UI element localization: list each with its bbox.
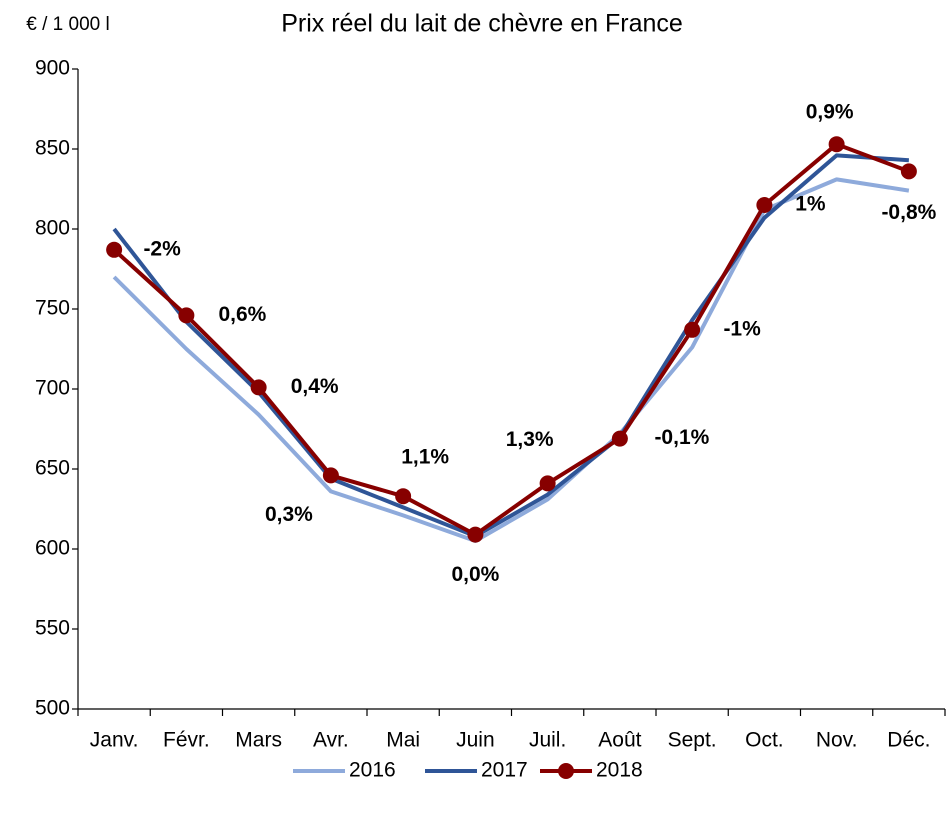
annotation: 0,0%: [451, 563, 499, 586]
point: [322, 467, 339, 484]
point: [250, 379, 267, 396]
legend-label: 2017: [481, 759, 528, 782]
series-line: [112, 142, 910, 537]
x-tick-label: Mai: [386, 729, 420, 752]
y-tick-label: 900: [35, 57, 70, 80]
annotation: 1,1%: [401, 446, 449, 469]
x-tick-label: Oct.: [745, 729, 784, 752]
x-tick-label: Mars: [235, 729, 282, 752]
legend-label: 2016: [349, 759, 396, 782]
point: [539, 475, 556, 492]
annotation: 0,3%: [265, 503, 313, 526]
annotation: 0,6%: [218, 303, 266, 326]
annotation: 0,9%: [806, 101, 854, 124]
y-tick-label: 700: [35, 377, 70, 400]
annotation: 1%: [795, 193, 826, 216]
point: [828, 136, 845, 153]
point: [106, 241, 123, 258]
y-tick-label: 800: [35, 217, 70, 240]
point: [611, 430, 628, 447]
x-tick-label: Févr.: [163, 729, 210, 752]
x-tick-label: Sept.: [668, 729, 717, 752]
y-tick-label: 500: [35, 697, 70, 720]
y-tick-label: 650: [35, 457, 70, 480]
point: [900, 163, 917, 180]
point: [467, 526, 484, 543]
annotation: -0,8%: [881, 201, 936, 224]
chart-title: Prix réel du lait de chèvre en France: [281, 10, 683, 38]
annotation: 0,4%: [291, 375, 339, 398]
legend-marker: [558, 763, 574, 779]
y-tick-label: 600: [35, 537, 70, 560]
x-tick-label: Avr.: [313, 729, 349, 752]
point: [178, 307, 195, 324]
point: [684, 321, 701, 338]
y-tick-label: 850: [35, 137, 70, 160]
y-tick-label: 550: [35, 617, 70, 640]
annotation: -2%: [143, 237, 181, 260]
series-line: [112, 153, 910, 539]
x-tick-label: Juil.: [529, 729, 566, 752]
y-axis-label: € / 1 000 l: [26, 14, 109, 35]
point: [756, 197, 773, 213]
x-tick-label: Nov.: [816, 729, 858, 752]
x-tick-label: Août: [598, 729, 641, 752]
annotation: 1,3%: [506, 428, 554, 451]
annotation: -0,1%: [654, 426, 709, 449]
series-line: [112, 177, 910, 543]
legend-label: 2018: [596, 759, 643, 782]
x-tick-label: Janv.: [90, 729, 139, 752]
x-tick-label: Déc.: [887, 729, 930, 752]
point: [395, 488, 412, 505]
y-tick-label: 750: [35, 297, 70, 320]
x-tick-label: Juin: [456, 729, 495, 752]
annotation: -1%: [723, 317, 761, 340]
